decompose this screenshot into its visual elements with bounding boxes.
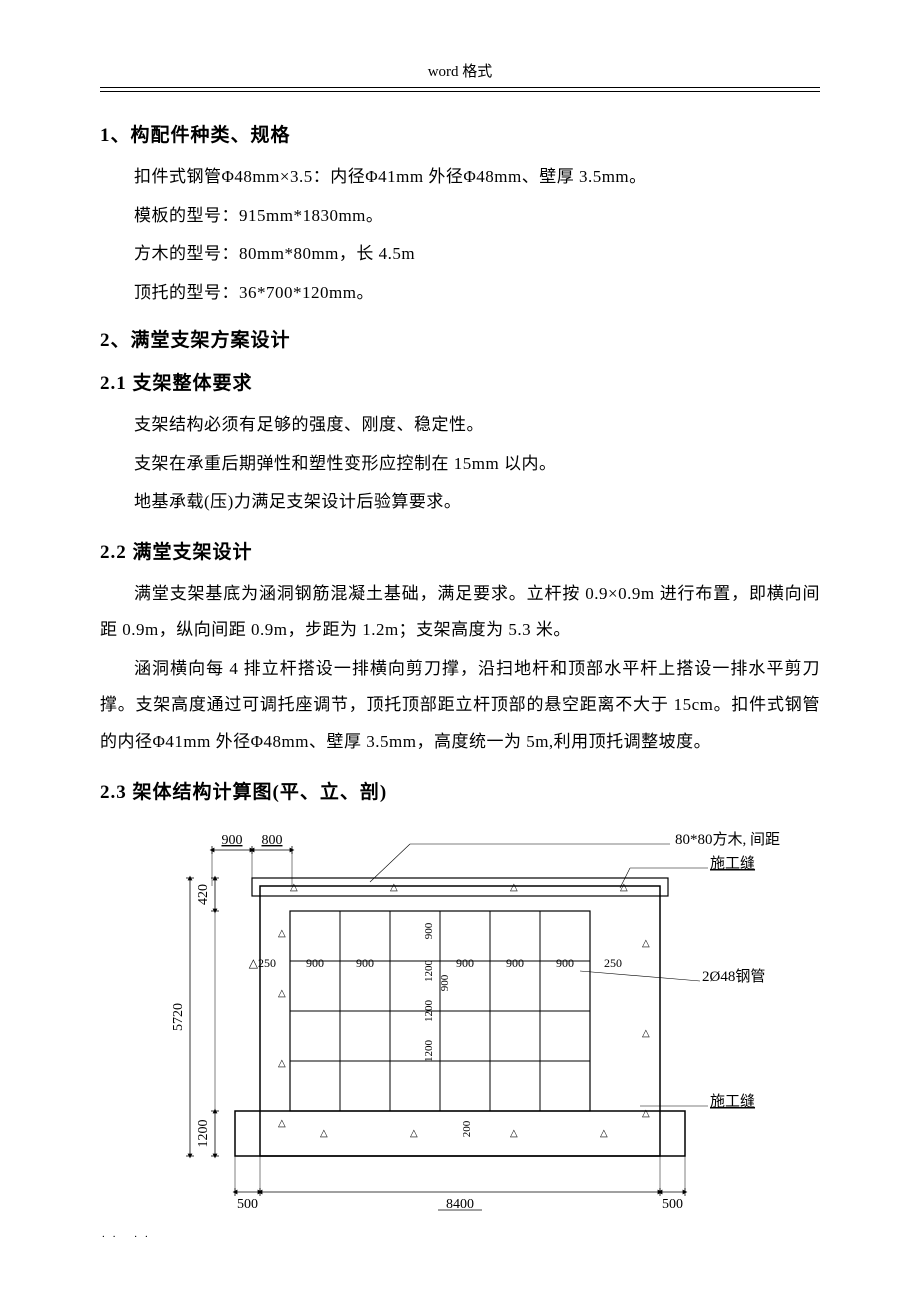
svg-text:△: △ [320, 1128, 328, 1139]
svg-text:900: 900 [222, 833, 243, 848]
svg-text:△: △ [278, 1118, 286, 1129]
svg-text:900: 900 [456, 956, 474, 970]
body-text: 模板的型号：915mm*1830mm。 [100, 198, 820, 235]
svg-text:△: △ [510, 1128, 518, 1139]
svg-text:△: △ [410, 1128, 418, 1139]
svg-text:△: △ [642, 938, 650, 949]
svg-text:420: 420 [196, 884, 211, 905]
svg-text:施工缝: 施工缝 [710, 1093, 755, 1110]
svg-text:△: △ [390, 882, 398, 893]
svg-text:△: △ [510, 882, 518, 893]
svg-text:500: 500 [237, 1197, 258, 1212]
svg-text:800: 800 [262, 833, 283, 848]
svg-text:1200: 1200 [423, 959, 435, 982]
svg-text:施工缝: 施工缝 [710, 855, 755, 872]
svg-text:250: 250 [604, 956, 622, 970]
svg-text:△: △ [290, 882, 298, 893]
svg-text:△: △ [642, 1108, 650, 1119]
svg-text:△: △ [278, 988, 286, 999]
svg-text:△: △ [600, 1128, 608, 1139]
body-text: 支架结构必须有足够的强度、刚度、稳定性。 [100, 407, 820, 444]
svg-text:200: 200 [461, 1120, 473, 1137]
svg-text:△: △ [620, 882, 628, 893]
body-text: 满堂支架基底为涵洞钢筋混凝土基础，满足要求。立杆按 0.9×0.9m 进行布置，… [100, 576, 820, 649]
svg-text:△250: △250 [249, 956, 276, 970]
heading-1: 1、构配件种类、规格 [100, 120, 820, 147]
svg-text:900: 900 [306, 956, 324, 970]
heading-2-1: 2.1 支架整体要求 [100, 368, 820, 395]
svg-text:5720: 5720 [171, 1003, 186, 1031]
svg-text:900: 900 [439, 974, 451, 991]
svg-text:80*80方木, 间距300mm: 80*80方木, 间距300mm [675, 831, 780, 848]
heading-2: 2、满堂支架方案设计 [100, 325, 820, 352]
heading-2-2: 2.2 满堂支架设计 [100, 537, 820, 564]
svg-text:△: △ [278, 928, 286, 939]
body-text: 地基承载(压)力满足支架设计后验算要求。 [100, 484, 820, 521]
body-text: 顶托的型号：36*700*120mm。 [100, 275, 820, 312]
svg-text:900: 900 [506, 956, 524, 970]
body-text: 支架在承重后期弹性和塑性变形应控制在 15mm 以内。 [100, 446, 820, 483]
svg-text:900: 900 [356, 956, 374, 970]
svg-text:△: △ [278, 1058, 286, 1069]
body-text: 涵洞横向每 4 排立杆搭设一排横向剪刀撑，沿扫地杆和顶部水平杆上搭设一排水平剪刀… [100, 651, 820, 761]
page-header-rule [100, 91, 820, 92]
footer-dots: .. .. [102, 1228, 156, 1240]
heading-2-3: 2.3 架体结构计算图(平、立、剖) [100, 777, 820, 804]
body-text: 扣件式钢管Φ48mm×3.5：内径Φ41mm 外径Φ48mm、壁厚 3.5mm。 [100, 159, 820, 196]
svg-text:900: 900 [423, 922, 435, 939]
svg-text:1200: 1200 [423, 1039, 435, 1062]
structure-diagram: △ △ △ △ △ △ △ △ △ △ △ △ △ △ △ 900 800 80*80方木, 间距300mm 施工缝… [100, 816, 820, 1216]
svg-text:△: △ [642, 1028, 650, 1039]
svg-text:1200: 1200 [196, 1119, 211, 1147]
svg-text:1200: 1200 [423, 999, 435, 1022]
svg-text:2Ø48钢管: 2Ø48钢管 [702, 968, 765, 985]
body-text: 方木的型号：80mm*80mm，长 4.5m [100, 236, 820, 273]
svg-text:900: 900 [556, 956, 574, 970]
page-header: word 格式 [100, 60, 820, 88]
svg-text:500: 500 [662, 1197, 683, 1212]
